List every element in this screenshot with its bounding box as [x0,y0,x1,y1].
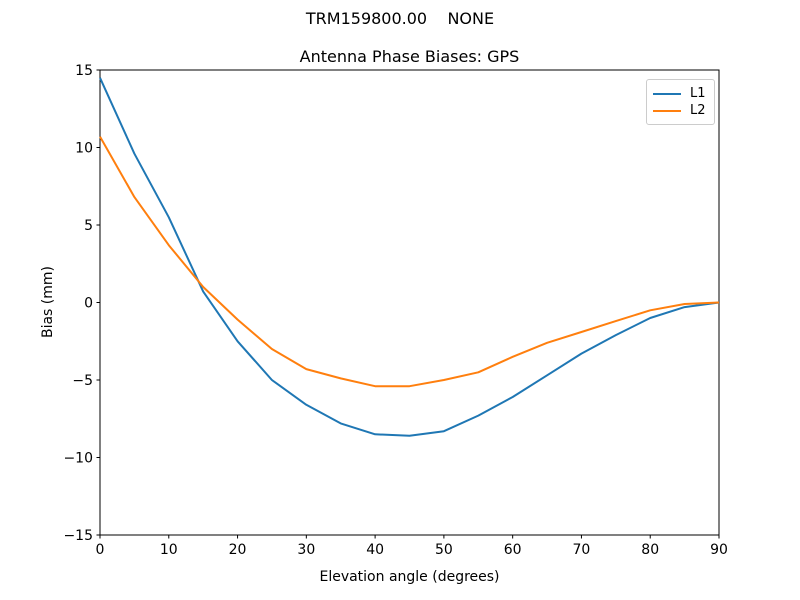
x-tick-label: 30 [297,542,315,558]
x-axis-label: Elevation angle (degrees) [319,569,500,585]
y-tick-label: −15 [63,528,93,544]
y-axis-ticks: −15 −10 −5 0 5 10 15 [63,63,100,544]
legend: L1 L2 [646,79,715,125]
line-L2 [99,136,720,388]
y-tick-label: −5 [72,373,93,389]
x-tick-label: 20 [229,542,247,558]
x-axis-ticks: 0 10 20 30 40 50 60 70 80 90 [96,535,728,558]
y-tick-label: 15 [75,63,93,79]
y-tick-label: 10 [75,141,93,157]
l1-line-sample [653,92,681,95]
plot-area [99,69,720,536]
x-tick-label: 90 [710,542,728,558]
y-tick-label: 0 [84,296,93,312]
line-L1 [99,77,720,437]
x-tick-label: 50 [435,542,453,558]
x-tick-label: 40 [366,542,384,558]
data-series [99,77,720,437]
axes-title: Antenna Phase Biases: GPS [299,47,520,66]
x-tick-label: 80 [641,542,659,558]
y-tick-label: 5 [84,218,93,234]
x-tick-label: 0 [96,542,105,558]
legend-item-l2: L2 [653,103,708,119]
legend-item-l1: L1 [653,86,708,102]
legend-label-l2: L2 [690,102,706,118]
x-tick-label: 70 [573,542,591,558]
x-tick-label: 60 [504,542,522,558]
y-axis-label: Bias (mm) [40,265,56,339]
l2-line-sample [653,109,681,112]
figure-suptitle: TRM159800.00 NONE [305,9,495,28]
legend-label-l1: L1 [690,85,706,101]
y-tick-label: −10 [63,451,93,467]
x-tick-label: 10 [160,542,178,558]
